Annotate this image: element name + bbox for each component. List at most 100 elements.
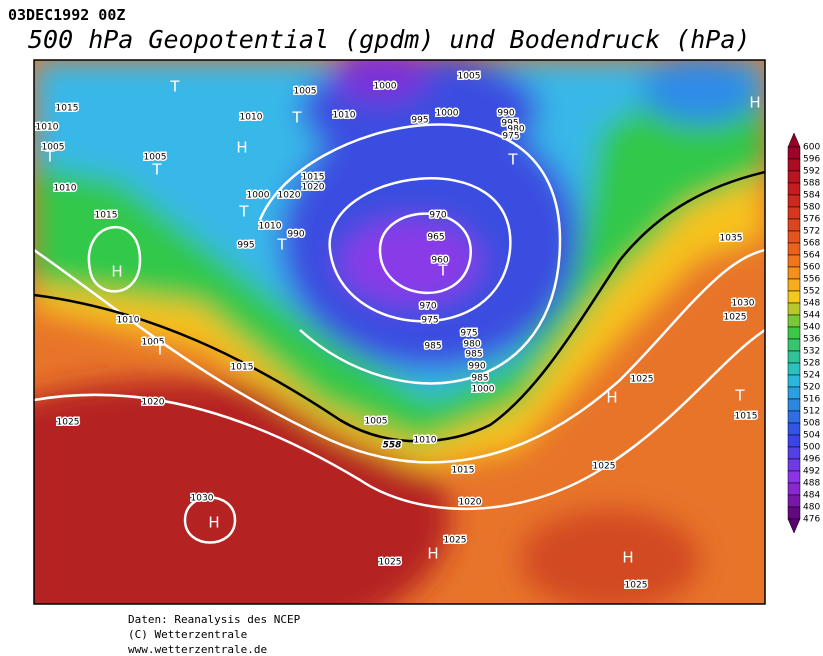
pressure-label: 1000 <box>247 191 270 201</box>
colorbar-cell <box>787 302 801 316</box>
colorbar-cell <box>787 290 801 304</box>
colorbar-cell <box>787 506 801 520</box>
colorbar-cell <box>787 434 801 448</box>
colorbar-label: 496 <box>803 455 820 465</box>
colorbar-cell <box>787 398 801 412</box>
colorbar-cell <box>787 446 801 460</box>
pressure-label: 1010 <box>36 123 59 133</box>
colorbar-cell <box>787 218 801 232</box>
pressure-label: 1020 <box>459 498 482 508</box>
colorbar-label: 600 <box>803 143 820 153</box>
pressure-label: 1015 <box>231 363 254 373</box>
colorbar-cell <box>787 314 801 328</box>
colorbar-cap <box>787 132 801 148</box>
footer-line: www.wetterzentrale.de <box>128 643 267 656</box>
colorbar-cell <box>787 410 801 424</box>
isoline-label: 558 <box>383 441 402 451</box>
pressure-label: 1010 <box>414 436 437 446</box>
colorbar-cell <box>787 362 801 376</box>
pressure-label: 1015 <box>735 412 758 422</box>
pressure-label: 1020 <box>142 398 165 408</box>
high-marker: H <box>427 545 438 563</box>
pressure-label: 985 <box>424 342 441 352</box>
pressure-label: 1020 <box>278 191 301 201</box>
pressure-label: 985 <box>471 374 488 384</box>
colorbar-label: 548 <box>803 299 820 309</box>
colorbar-label: 524 <box>803 371 820 381</box>
pressure-label: 1005 <box>142 338 165 348</box>
colorbar-label: 580 <box>803 203 820 213</box>
pressure-label: 995 <box>501 119 518 129</box>
colorbar-cell <box>787 386 801 400</box>
pressure-label: 1025 <box>444 536 467 546</box>
pressure-label: 1025 <box>631 375 654 385</box>
colorbar-label: 480 <box>803 503 820 513</box>
low-marker: T <box>154 341 165 359</box>
pressure-label: 1005 <box>144 153 167 163</box>
pressure-label: 995 <box>411 116 428 126</box>
pressure-label: 1015 <box>56 104 79 114</box>
colorbar-label: 576 <box>803 215 820 225</box>
colorbar-cell <box>787 182 801 196</box>
pressure-label: 1015 <box>452 466 475 476</box>
colorbar-label: 520 <box>803 383 820 393</box>
colorbar-label: 488 <box>803 479 820 489</box>
colorbar-label: 532 <box>803 347 820 357</box>
colorbar-cell <box>787 338 801 352</box>
title: 500 hPa Geopotential (gpdm) und Bodendru… <box>28 25 750 54</box>
pressure-label: 990 <box>468 362 485 372</box>
colorbar-cell <box>787 470 801 484</box>
pressure-label: 1020 <box>302 183 325 193</box>
pressure-label: 1035 <box>720 234 743 244</box>
colorbar-label: 588 <box>803 179 820 189</box>
colorbar-cell <box>787 482 801 496</box>
footer-line: Daten: Reanalysis des NCEP <box>128 613 301 626</box>
pressure-label: 1005 <box>458 72 481 82</box>
colorbar-cell <box>787 278 801 292</box>
pressure-label: 1030 <box>191 494 214 504</box>
pressure-label: 1025 <box>57 418 80 428</box>
colorbar-label: 596 <box>803 155 820 165</box>
colorbar-cell <box>787 494 801 508</box>
colorbar-cell <box>787 194 801 208</box>
pressure-label: 965 <box>427 233 444 243</box>
colorbar-label: 556 <box>803 275 820 285</box>
colorbar-label: 544 <box>803 311 820 321</box>
pressure-label: 995 <box>237 241 254 251</box>
colorbar-label: 484 <box>803 491 820 501</box>
colorbar-cell <box>787 254 801 268</box>
high-marker: H <box>208 514 219 532</box>
colorbar-label: 564 <box>803 251 820 261</box>
colorbar-cell <box>787 146 801 160</box>
pressure-label: 1000 <box>436 109 459 119</box>
pressure-label: 980 <box>463 340 480 350</box>
high-marker: H <box>606 389 617 407</box>
colorbar-cell <box>787 326 801 340</box>
pressure-label: 975 <box>502 132 519 142</box>
pressure-label: 1005 <box>365 417 388 427</box>
pressure-label: 1030 <box>732 299 755 309</box>
pressure-label: 1005 <box>42 143 65 153</box>
colorbar-label: 540 <box>803 323 820 333</box>
pressure-label: 990 <box>287 230 304 240</box>
pressure-label: 990 <box>497 109 514 119</box>
colorbar-label: 572 <box>803 227 820 237</box>
high-marker: H <box>111 263 122 281</box>
pressure-label: 970 <box>419 302 436 312</box>
colorbar-label: 512 <box>803 407 820 417</box>
colorbar-cell <box>787 350 801 364</box>
colorbar-label: 568 <box>803 239 820 249</box>
pressure-label: 960 <box>431 256 448 266</box>
colorbar-label: 504 <box>803 431 820 441</box>
low-marker: T <box>276 236 287 254</box>
pressure-label: 1010 <box>240 113 263 123</box>
low-marker: T <box>238 203 249 221</box>
colorbar-cell <box>787 206 801 220</box>
map-labels: 1015 1010 1005 1005 1010 1015 1010 1005 1015 1020… <box>34 70 761 592</box>
colorbar-cell <box>787 158 801 172</box>
colorbar-label: 536 <box>803 335 820 345</box>
colorbar-label: 516 <box>803 395 820 405</box>
pressure-label: 1025 <box>379 558 402 568</box>
pressure-label: 1025 <box>724 313 747 323</box>
